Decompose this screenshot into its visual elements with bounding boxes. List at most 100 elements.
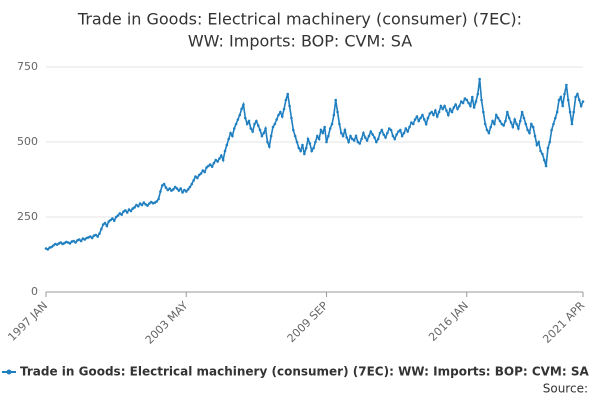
- data-point: [422, 118, 426, 121]
- data-point: [240, 107, 243, 111]
- data-point: [520, 110, 524, 114]
- data-point: [184, 190, 188, 193]
- data-point: [566, 98, 570, 102]
- data-point: [435, 115, 439, 118]
- data-point: [376, 137, 380, 141]
- data-point: [391, 134, 395, 138]
- data-point: [227, 137, 230, 141]
- data-point: [314, 140, 317, 144]
- data-point: [332, 113, 336, 117]
- data-point: [46, 248, 50, 251]
- data-point: [273, 122, 277, 126]
- data-point: [243, 116, 247, 120]
- chart-title: Trade in Goods: Electrical machinery (co…: [77, 10, 522, 29]
- data-point: [578, 98, 581, 102]
- y-tick-label: 750: [17, 60, 38, 73]
- data-point: [303, 152, 306, 156]
- data-point: [216, 160, 219, 163]
- data-point: [373, 136, 376, 139]
- data-point: [445, 109, 448, 112]
- data-point: [220, 154, 223, 157]
- data-point: [325, 140, 328, 144]
- data-point: [426, 116, 430, 120]
- data-point: [548, 140, 552, 144]
- data-point: [550, 128, 553, 132]
- data-point: [544, 164, 548, 168]
- data-point: [541, 152, 544, 156]
- data-point: [173, 185, 177, 189]
- data-point: [552, 122, 555, 126]
- chart-title: WW: Imports: BOP: CVM: SA: [188, 32, 412, 51]
- data-point: [166, 188, 170, 192]
- legend-swatch: [6, 369, 12, 375]
- data-point: [304, 146, 308, 150]
- data-point: [507, 116, 511, 120]
- data-point: [192, 179, 195, 182]
- data-point: [242, 103, 245, 106]
- data-point: [83, 238, 87, 241]
- data-point: [317, 137, 321, 141]
- data-point: [448, 107, 452, 111]
- data-point: [223, 149, 227, 153]
- data-point: [59, 241, 63, 244]
- data-point: [112, 219, 116, 222]
- data-point: [502, 124, 505, 127]
- data-point: [367, 134, 371, 138]
- data-point: [225, 143, 229, 147]
- data-point: [188, 185, 192, 189]
- data-point: [308, 142, 312, 145]
- data-point: [247, 119, 251, 123]
- data-point: [509, 121, 513, 124]
- data-point: [476, 92, 480, 96]
- data-point: [489, 125, 493, 129]
- data-point: [511, 125, 515, 129]
- data-point: [231, 134, 234, 138]
- data-point: [234, 122, 238, 126]
- source: Source:: [543, 382, 588, 396]
- y-tick-label: 250: [17, 210, 38, 223]
- data-point: [269, 134, 273, 138]
- data-point: [397, 130, 400, 133]
- data-point: [349, 134, 352, 138]
- data-point: [258, 128, 262, 132]
- x-tick-label: 1997 JAN: [5, 299, 50, 344]
- data-point: [345, 136, 349, 139]
- data-point: [413, 118, 417, 121]
- data-point: [327, 134, 330, 138]
- data-point: [452, 106, 456, 109]
- data-point: [480, 98, 483, 102]
- data-point: [186, 188, 190, 191]
- data-point: [291, 128, 295, 132]
- data-point: [170, 189, 173, 192]
- data-point: [437, 110, 441, 114]
- data-point: [408, 125, 411, 129]
- data-point: [465, 98, 469, 102]
- data-point: [485, 128, 489, 132]
- data-point: [63, 241, 66, 245]
- data-point: [205, 166, 208, 169]
- data-point: [530, 122, 533, 126]
- data-point: [196, 176, 199, 180]
- data-point: [77, 238, 81, 241]
- data-point: [68, 242, 72, 245]
- data-point: [424, 122, 428, 126]
- data-point: [256, 124, 260, 127]
- data-point: [328, 127, 332, 130]
- data-point: [72, 239, 75, 243]
- data-point: [459, 100, 463, 103]
- data-point: [472, 106, 476, 109]
- data-point: [162, 182, 166, 186]
- data-point: [439, 104, 443, 108]
- data-point: [190, 182, 194, 186]
- data-point: [160, 184, 164, 187]
- data-point: [404, 127, 408, 130]
- data-point: [144, 203, 147, 206]
- data-point: [312, 146, 315, 150]
- data-point: [201, 169, 205, 172]
- data-point: [295, 140, 299, 144]
- data-point: [498, 119, 502, 123]
- data-point: [236, 118, 240, 121]
- data-point: [400, 134, 404, 138]
- data-point: [260, 134, 264, 138]
- data-point: [517, 127, 520, 130]
